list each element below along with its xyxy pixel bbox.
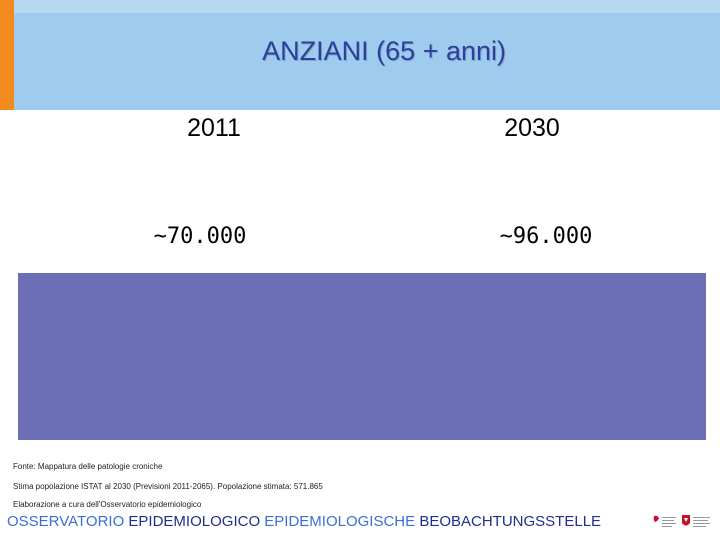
orange-accent-bar (0, 0, 14, 110)
elaboration-note: Elaborazione a cura dell'Osservatorio ep… (13, 500, 202, 509)
year-label-2030: 2030 (504, 114, 560, 142)
top-strip (0, 0, 720, 13)
value-2030: ~96.000 (499, 224, 593, 249)
footer-word-beobachtungsstelle: BEOBACHTUNGSSTELLE (419, 513, 602, 530)
header-band (14, 13, 720, 110)
footer-title: OSSERVATORIO EPIDEMIOLOGICO EPIDEMIOLOGI… (7, 513, 601, 530)
footer-word-osservatorio: OSSERVATORIO (7, 513, 129, 530)
year-label-2011: 2011 (187, 114, 241, 142)
source-note: Fonte: Mappatura delle patologie cronich… (13, 462, 163, 471)
slide-title: ANZIANI (65 + anni) (262, 36, 506, 66)
coat-of-arms-logo-icon (682, 515, 710, 527)
footer-word-epidemiologische: EPIDEMIOLOGISCHE (264, 513, 420, 530)
eagle-logo-icon (653, 515, 676, 527)
value-2011: ~70.000 (153, 224, 247, 249)
footer-word-epidemiologico: EPIDEMIOLOGICO (128, 513, 265, 530)
population-estimate-note: Stima popolazione ISTAT al 2030 (Previsi… (13, 482, 323, 491)
content-block (18, 273, 706, 440)
